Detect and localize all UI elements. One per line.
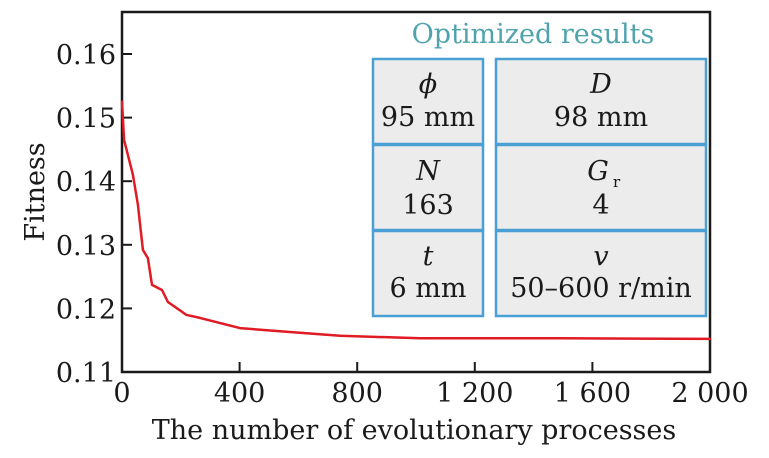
x-tick-label: 800 xyxy=(331,378,383,409)
x-tick-label: 2 000 xyxy=(671,378,748,409)
cell-gr xyxy=(494,143,708,232)
cell-n xyxy=(371,143,485,232)
x-tick-label: 1 600 xyxy=(554,378,631,409)
optimized-results-table: ϕ 95 mm D 98 mm N 163 G r 4 t 6 mm v 50–… xyxy=(371,57,708,318)
cell-phi-symbol: ϕ xyxy=(419,69,437,100)
y-tick-label: 0.14 xyxy=(56,167,116,198)
x-axis: 0 400 800 1 200 1 600 2 000 xyxy=(113,362,749,409)
cell-t-symbol: t xyxy=(423,241,434,272)
cell-d xyxy=(494,57,708,146)
y-axis: 0.11 0.12 0.13 0.14 0.15 0.16 xyxy=(56,40,132,389)
fitness-series-line xyxy=(120,100,712,341)
y-tick-label: 0.16 xyxy=(56,40,116,71)
cell-d-value: 98 mm xyxy=(554,102,648,133)
cell-v-symbol: v xyxy=(593,241,608,272)
x-tick-label: 400 xyxy=(214,378,266,409)
y-tick-label: 0.12 xyxy=(56,294,116,325)
y-tick-label: 0.15 xyxy=(56,104,116,135)
inset-title: Optimized results xyxy=(412,19,655,50)
y-axis-title: Fitness xyxy=(20,142,51,241)
x-tick-label: 1 200 xyxy=(436,378,513,409)
x-tick-label: 0 xyxy=(113,378,130,409)
cell-v-value: 50–600 r/min xyxy=(510,273,692,304)
cell-phi-value: 95 mm xyxy=(381,102,475,133)
cell-gr-subscript: r xyxy=(613,173,621,191)
cell-t xyxy=(371,229,485,318)
x-axis-title: The number of evolutionary processes xyxy=(152,415,677,446)
cell-t-value: 6 mm xyxy=(390,273,467,304)
plot-frame xyxy=(120,10,712,374)
cell-v xyxy=(494,229,708,318)
cell-gr-value: 4 xyxy=(592,190,609,221)
cell-gr-symbol: G xyxy=(587,156,609,187)
cell-n-value: 163 xyxy=(402,190,454,221)
cell-d-symbol: D xyxy=(589,69,612,100)
y-tick-label: 0.13 xyxy=(56,231,116,262)
y-tick-label: 0.11 xyxy=(56,358,116,389)
cell-n-symbol: N xyxy=(415,156,441,187)
